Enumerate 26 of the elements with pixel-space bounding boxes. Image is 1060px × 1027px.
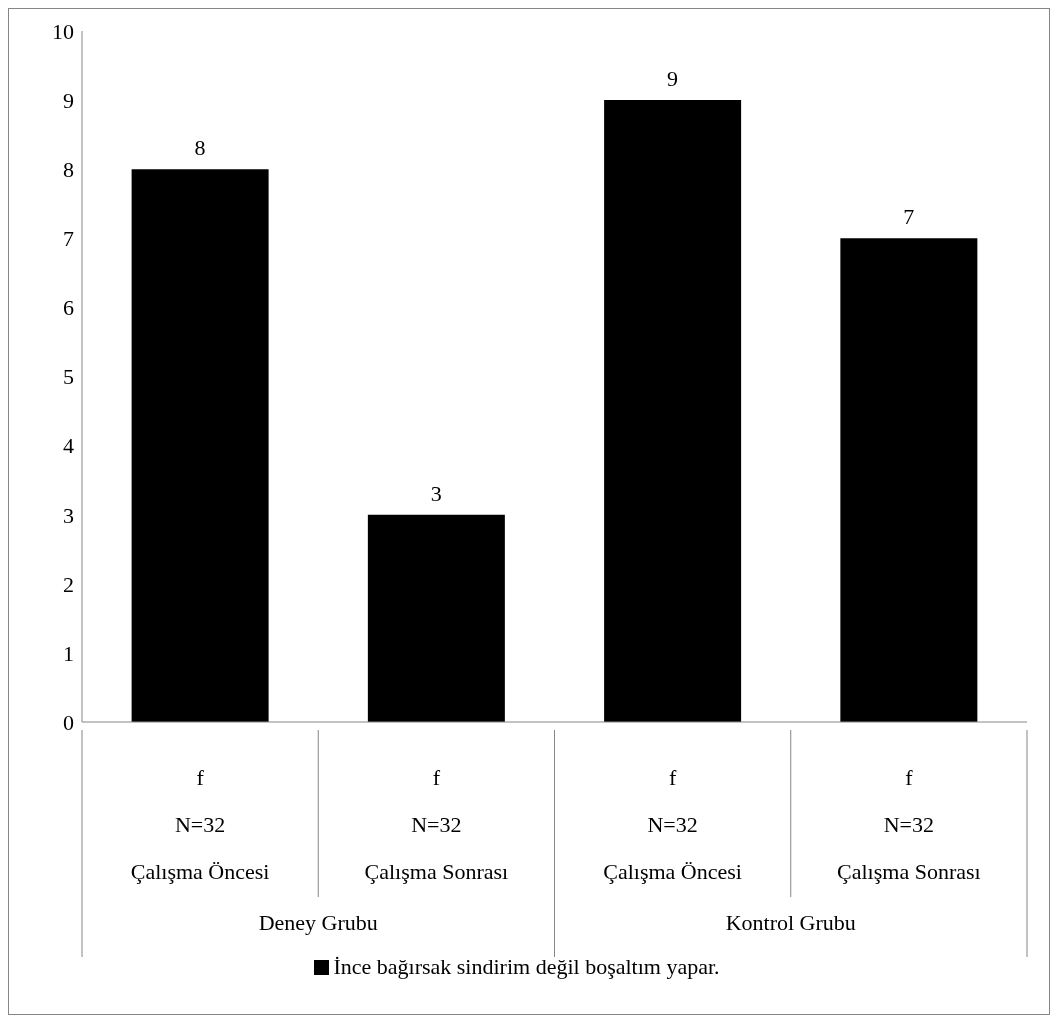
y-tick-label: 6: [63, 295, 74, 321]
bar: [840, 238, 978, 722]
y-tick-label: 9: [63, 87, 74, 113]
y-tick-label: 4: [63, 433, 74, 459]
x-tick-label: f N=32 Çalışma Sonrası: [837, 764, 981, 884]
y-tick-label: 3: [63, 502, 74, 528]
bar: [131, 169, 269, 722]
x-tick-label: f N=32 Çalışma Sonrası: [364, 764, 509, 884]
legend-label: İnce bağırsak sindirim değil boşaltım yapar.: [333, 954, 720, 980]
data-label: 8: [194, 135, 206, 161]
y-tick-label: 7: [63, 226, 74, 252]
text: Deney Grubu: [258, 909, 378, 935]
y-tick-label: 8: [63, 157, 74, 183]
bar: [604, 100, 742, 722]
bar: [367, 514, 505, 722]
x-tick-label: f N=32 Çalışma Öncesi: [603, 764, 742, 884]
y-tick-label: 2: [63, 571, 74, 597]
x-tick-label: f N=32 Çalışma Öncesi: [130, 764, 270, 884]
y-tick-label: 1: [63, 640, 74, 666]
text: Kontrol Grubu: [725, 909, 856, 935]
data-label: 3: [430, 480, 442, 506]
data-label: 9: [667, 66, 679, 92]
y-tick-label: 0: [63, 709, 74, 735]
y-tick-label: 10: [52, 18, 74, 44]
data-label: 7: [903, 204, 915, 230]
y-tick-label: 5: [63, 364, 74, 390]
